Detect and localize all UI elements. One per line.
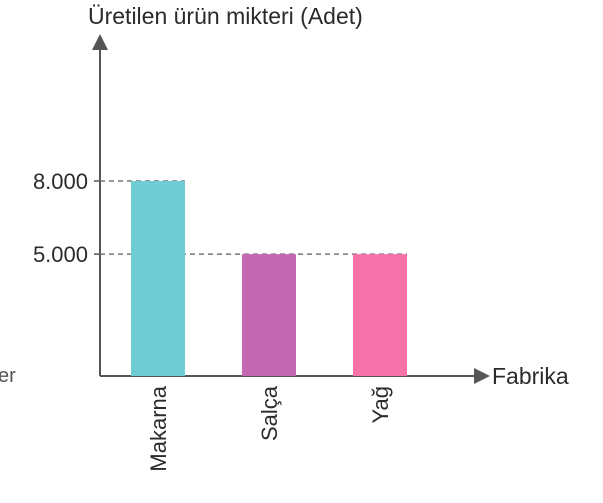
category-label: Yağ: [368, 386, 393, 424]
bar-makarna: [131, 181, 185, 376]
side-text: er: [0, 365, 16, 387]
y-tick-label: 8.000: [33, 169, 88, 194]
bar-salça: [242, 254, 296, 376]
y-tick-label: 5.000: [33, 242, 88, 267]
bar-yağ: [353, 254, 407, 376]
y-axis-title: Üretilen ürün mikteri (Adet): [88, 3, 363, 29]
category-label: Salça: [257, 385, 282, 441]
category-label: Makarna: [146, 385, 171, 471]
x-axis-title: Fabrika: [492, 363, 569, 389]
